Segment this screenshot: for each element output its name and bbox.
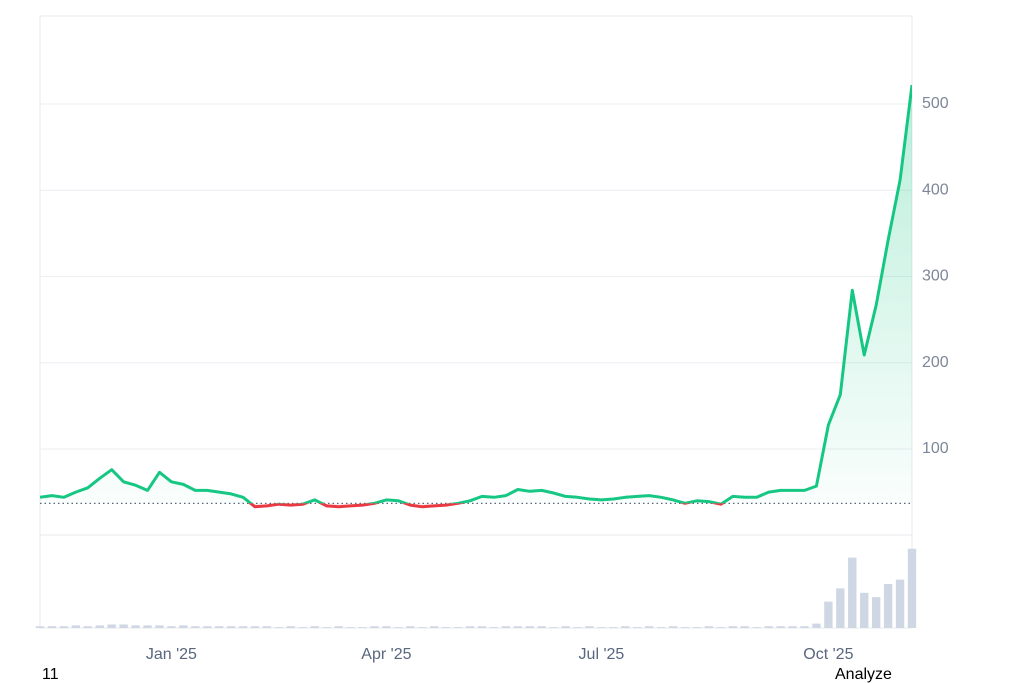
volume-bar [310, 626, 319, 628]
volume-bar [561, 626, 570, 628]
volume-bar [119, 624, 128, 628]
volume-bar [812, 623, 821, 628]
volume-bar [752, 627, 761, 628]
footer-right: Analyze [835, 666, 892, 683]
footer-left: 11 [42, 666, 59, 683]
y-tick-label: 100 [922, 440, 949, 457]
volume-bar [131, 625, 140, 628]
volume-bar [95, 625, 104, 628]
y-tick-label: 300 [922, 268, 949, 285]
volume-bar [525, 626, 534, 628]
volume-bar [764, 626, 773, 628]
volume-bar [716, 627, 726, 628]
volume-bar [549, 627, 558, 628]
volume-bar [824, 601, 833, 628]
volume-bar [501, 626, 511, 628]
volume-bar [680, 627, 690, 628]
volume-bar [155, 625, 164, 628]
volume-bar [585, 626, 594, 628]
volume-bar [609, 627, 618, 628]
volume-bar [453, 627, 463, 628]
volume-bar [334, 626, 343, 628]
volume-bar [597, 627, 606, 628]
volume-bar [537, 626, 546, 628]
volume-bar [633, 627, 642, 628]
volume-bar [430, 626, 439, 628]
volume-bar [35, 626, 45, 628]
area-below [250, 503, 723, 507]
volume-bar [441, 627, 451, 628]
volume-bar [418, 627, 427, 628]
volume-bar [203, 626, 212, 628]
volume-bar [179, 625, 188, 628]
volume-bar [346, 627, 355, 628]
volume-bar [788, 626, 797, 628]
price-line-below [248, 503, 725, 509]
volume-bar [298, 627, 307, 628]
volume-bar [883, 584, 893, 628]
volume-bar [692, 627, 702, 628]
volume-bar [370, 626, 379, 628]
volume-bar [358, 627, 367, 628]
volume-bar [71, 625, 81, 628]
volume-bar [143, 625, 152, 628]
volume-bar [513, 626, 522, 628]
volume-bar [848, 557, 857, 628]
y-tick-label: 400 [922, 181, 949, 198]
volume-bar [907, 548, 917, 628]
area-above [40, 85, 912, 504]
volume-bar [800, 626, 809, 628]
volume-bar [382, 626, 391, 628]
volume-bar [573, 627, 582, 628]
volume-bar [394, 627, 403, 628]
volume-bar [322, 627, 331, 628]
volume-bar [47, 626, 57, 628]
volume-bar [406, 626, 415, 628]
volume-bar [489, 627, 499, 628]
volume-bar [776, 626, 785, 628]
volume-bar [191, 626, 200, 628]
volume-bar [704, 626, 714, 628]
volume-bar [286, 626, 296, 628]
x-tick-label: Jul '25 [579, 646, 625, 663]
volume-bar [836, 588, 845, 628]
volume-bar [860, 592, 869, 628]
volume-bar [167, 626, 176, 628]
volume-bar [728, 626, 738, 628]
volume-bar [262, 626, 272, 628]
volume-bar [871, 597, 881, 628]
plot-frame [39, 15, 913, 629]
volume-bar [83, 626, 92, 628]
volume-bar [656, 627, 666, 628]
volume-bar [465, 626, 475, 628]
price-line [40, 84, 912, 504]
volume-bar [621, 626, 630, 628]
volume-bar [274, 627, 284, 628]
volume-bar [740, 626, 749, 628]
x-tick-label: Jan '25 [146, 646, 197, 663]
volume-bar [226, 626, 236, 628]
x-tick-label: Oct '25 [803, 646, 853, 663]
volume-bar [238, 626, 248, 628]
volume-bar [895, 579, 905, 628]
volume-bar [668, 626, 678, 628]
y-tick-label: 500 [922, 95, 949, 112]
volume-bar [250, 626, 260, 628]
volume-bar [477, 626, 487, 628]
y-tick-label: 200 [922, 354, 949, 371]
volume-bar [107, 624, 116, 628]
volume-bar [645, 626, 654, 628]
x-tick-label: Apr '25 [361, 646, 411, 663]
volume-bar [214, 626, 224, 628]
volume-bar [59, 626, 69, 628]
